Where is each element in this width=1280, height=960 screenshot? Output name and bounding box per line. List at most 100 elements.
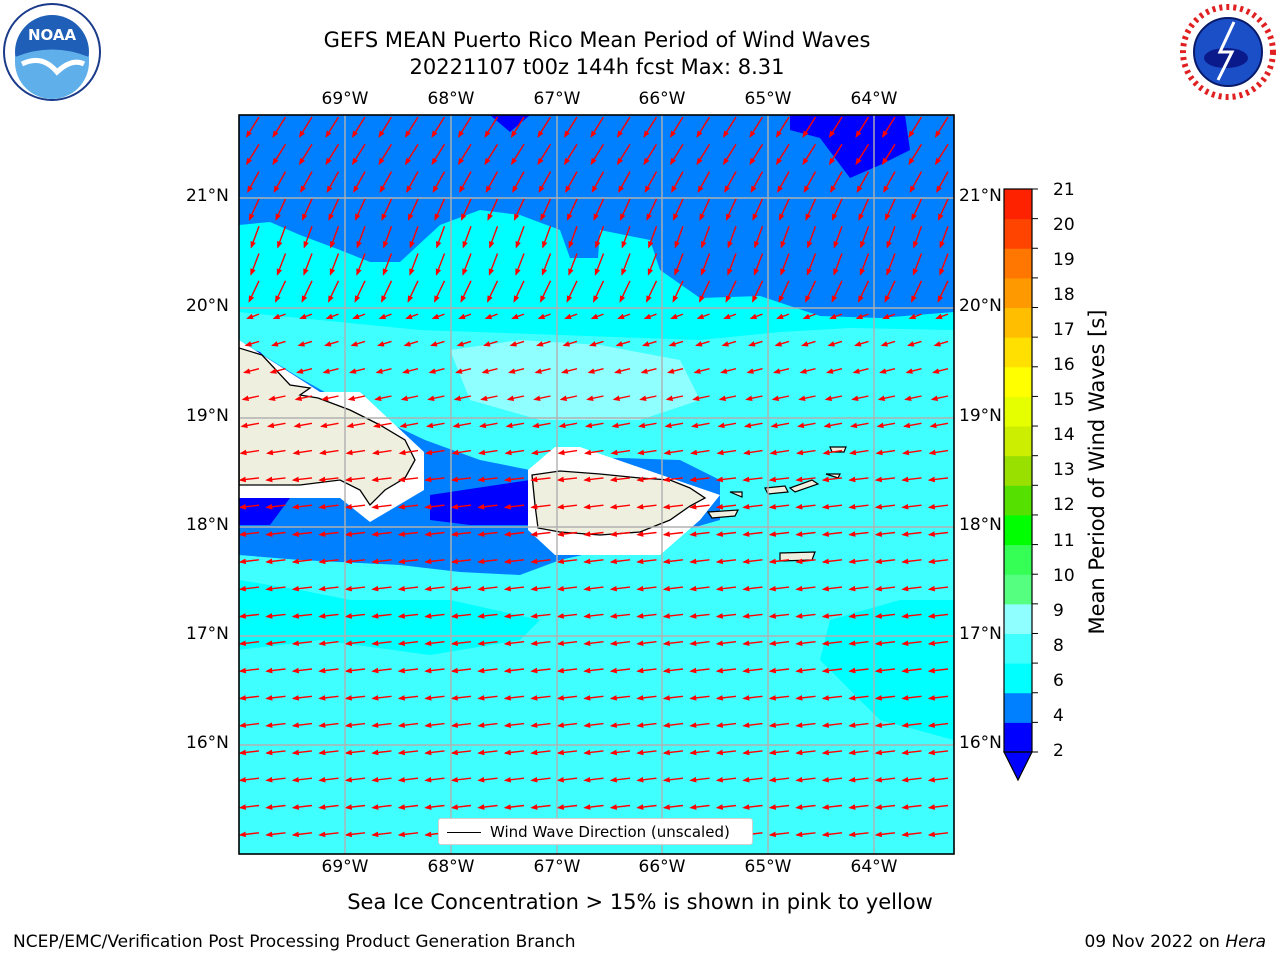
wind-wave-arrow bbox=[291, 558, 313, 565]
wind-wave-arrow bbox=[424, 585, 445, 592]
lat-label-left: 18°N bbox=[186, 515, 229, 535]
wind-wave-arrow bbox=[248, 198, 260, 221]
wind-wave-arrow bbox=[855, 313, 869, 320]
wind-wave-arrow bbox=[609, 613, 631, 619]
wind-wave-arrow bbox=[859, 253, 870, 276]
wind-wave-arrow bbox=[298, 116, 313, 138]
wind-wave-arrow bbox=[484, 143, 499, 166]
wind-wave-arrow bbox=[478, 449, 498, 456]
wind-wave-arrow bbox=[830, 171, 843, 194]
wind-wave-arrow bbox=[450, 613, 472, 619]
footer-credit: NCEP/EMC/Verification Post Processing Pr… bbox=[13, 932, 576, 952]
wind-wave-arrow bbox=[477, 558, 498, 565]
wind-wave-arrow bbox=[409, 253, 419, 276]
wind-wave-arrow bbox=[371, 722, 392, 728]
wind-wave-arrow bbox=[937, 198, 949, 221]
wind-wave-arrow bbox=[795, 695, 816, 701]
colorbar-segment bbox=[1004, 455, 1032, 486]
wind-wave-arrow bbox=[424, 640, 445, 647]
wind-wave-arrow bbox=[537, 143, 552, 166]
wind-wave-arrow bbox=[515, 253, 525, 276]
wind-wave-arrow bbox=[662, 667, 684, 674]
wind-wave-arrow bbox=[453, 395, 472, 402]
wind-wave-arrow bbox=[239, 558, 260, 565]
wind-wave-arrow bbox=[265, 531, 286, 537]
wind-wave-arrow bbox=[397, 613, 419, 619]
wind-wave-arrow bbox=[583, 749, 604, 756]
wind-wave-arrow bbox=[379, 171, 393, 194]
wind-wave-arrow bbox=[795, 558, 816, 565]
lon-label-bottom: 64°W bbox=[850, 857, 898, 877]
wind-wave-arrow bbox=[400, 395, 419, 402]
wind-wave-arrow bbox=[874, 804, 896, 810]
wind-wave-arrow bbox=[802, 143, 817, 166]
wind-wave-arrow bbox=[699, 198, 711, 221]
wind-wave-arrow bbox=[768, 531, 790, 537]
wind-wave-arrow bbox=[795, 776, 816, 783]
wind-wave-arrow bbox=[556, 531, 578, 537]
wind-wave-arrow bbox=[689, 585, 710, 592]
wind-wave-arrow bbox=[643, 116, 658, 138]
colorbar-tick: 4 bbox=[1053, 706, 1064, 726]
wind-wave-arrow bbox=[768, 585, 790, 592]
wind-wave-arrow bbox=[450, 804, 472, 810]
colorbar-label: Mean Period of Wind Waves [s] bbox=[1085, 309, 1109, 635]
wind-wave-arrow bbox=[503, 531, 525, 537]
wind-wave-arrow bbox=[344, 531, 366, 537]
wind-wave-arrow bbox=[537, 313, 551, 320]
wind-wave-arrow bbox=[568, 225, 578, 249]
wind-wave-arrow bbox=[269, 368, 286, 374]
wind-wave-arrow bbox=[927, 503, 949, 510]
wind-wave-arrow bbox=[239, 613, 260, 619]
wind-wave-arrow bbox=[265, 558, 286, 565]
wind-wave-arrow bbox=[556, 640, 578, 647]
chart-subtitle: 20221107 t00z 144h fcst Max: 8.31 bbox=[409, 55, 785, 79]
wind-wave-arrow bbox=[829, 313, 843, 320]
wind-wave-arrow bbox=[805, 280, 817, 303]
wind-wave-arrow bbox=[430, 340, 445, 347]
wind-wave-arrow bbox=[371, 776, 392, 783]
map-frame bbox=[238, 114, 955, 855]
wind-wave-arrow bbox=[424, 776, 445, 783]
wind-wave-arrow bbox=[828, 143, 843, 166]
wind-wave-arrow bbox=[593, 280, 605, 303]
wind-wave-arrow bbox=[456, 340, 472, 347]
wind-wave-arrow bbox=[382, 253, 393, 276]
wind-wave-arrow bbox=[510, 116, 525, 138]
wind-wave-arrow bbox=[353, 171, 366, 194]
wind-wave-arrow bbox=[371, 503, 392, 510]
wind-wave-arrow bbox=[344, 503, 366, 510]
wind-wave-arrow bbox=[424, 722, 445, 728]
wind-wave-arrow bbox=[689, 776, 710, 783]
wind-wave-arrow bbox=[742, 749, 763, 756]
wind-wave-arrow bbox=[328, 280, 340, 303]
wind-wave-arrow bbox=[397, 695, 419, 701]
wind-wave-arrow bbox=[802, 116, 817, 138]
wind-wave-arrow bbox=[590, 116, 605, 138]
wind-wave-arrow bbox=[477, 804, 498, 810]
wind-wave-arrow bbox=[798, 395, 816, 402]
wind-wave-arrow bbox=[371, 613, 392, 619]
wind-wave-arrow bbox=[768, 667, 790, 674]
wind-wave-arrow bbox=[436, 225, 446, 249]
wind-wave-arrow bbox=[291, 640, 313, 647]
colorbar-segment bbox=[1004, 603, 1032, 634]
wind-wave-arrow bbox=[609, 558, 631, 565]
footer-date-text: 09 Nov 2022 on bbox=[1084, 932, 1226, 952]
wind-wave-arrow bbox=[506, 395, 525, 402]
wind-wave-arrow bbox=[508, 368, 525, 374]
wind-wave-arrow bbox=[375, 368, 392, 374]
wind-wave-arrow bbox=[319, 422, 339, 429]
wind-wave-arrow bbox=[275, 280, 287, 303]
wind-wave-arrow bbox=[291, 613, 313, 619]
wind-wave-arrow bbox=[609, 585, 631, 592]
wind-wave-arrow bbox=[805, 198, 817, 221]
wind-wave-arrow bbox=[583, 722, 604, 728]
wind-wave-arrow bbox=[689, 531, 710, 537]
wind-wave-arrow bbox=[874, 667, 896, 674]
wind-wave-arrow bbox=[902, 449, 922, 456]
wind-wave-arrow bbox=[431, 143, 446, 166]
wind-wave-arrow bbox=[701, 225, 711, 249]
wind-wave-arrow bbox=[556, 695, 578, 701]
wind-wave-arrow bbox=[568, 253, 578, 276]
